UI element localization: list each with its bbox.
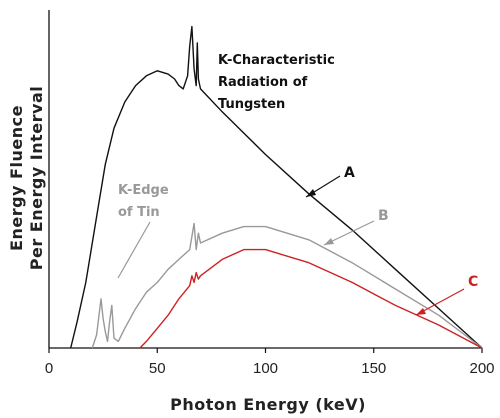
series-c-arrowhead bbox=[416, 308, 426, 315]
annotation-tungsten-line-2: Radiation of bbox=[218, 75, 308, 90]
series-label-b: B bbox=[378, 208, 389, 224]
annotation-tin-line-2: of Tin bbox=[118, 205, 160, 220]
y-axis-title-line-2: Per Energy Interval bbox=[27, 86, 46, 271]
x-ticks: 0 50 100 150 200 bbox=[45, 348, 495, 377]
series-group bbox=[70, 25, 483, 349]
x-tick-label: 200 bbox=[469, 360, 494, 377]
x-tick-label: 0 bbox=[45, 360, 53, 377]
x-tick-label: 50 bbox=[149, 360, 166, 377]
x-tick-label: 100 bbox=[253, 360, 278, 377]
y-axis-title-line-1: Energy Fluence bbox=[7, 105, 26, 251]
annotation-tin-line-1: K-Edge bbox=[118, 183, 169, 198]
x-axis-title: Photon Energy (keV) bbox=[170, 395, 366, 414]
annotation-tin-pointer bbox=[117, 221, 151, 279]
series-a-arrowhead bbox=[306, 189, 316, 197]
series-b-arrowhead bbox=[324, 238, 334, 245]
series-label-c: C bbox=[468, 274, 478, 290]
series-line-a bbox=[70, 25, 483, 349]
series-label-a: A bbox=[344, 165, 355, 181]
annotation-tungsten-line-1: K-Characteristic bbox=[218, 53, 335, 68]
series-line-b bbox=[91, 222, 483, 349]
x-tick-label: 150 bbox=[361, 360, 386, 377]
annotation-tungsten-line-3: Tungsten bbox=[218, 97, 285, 112]
series-line-c bbox=[139, 248, 483, 349]
